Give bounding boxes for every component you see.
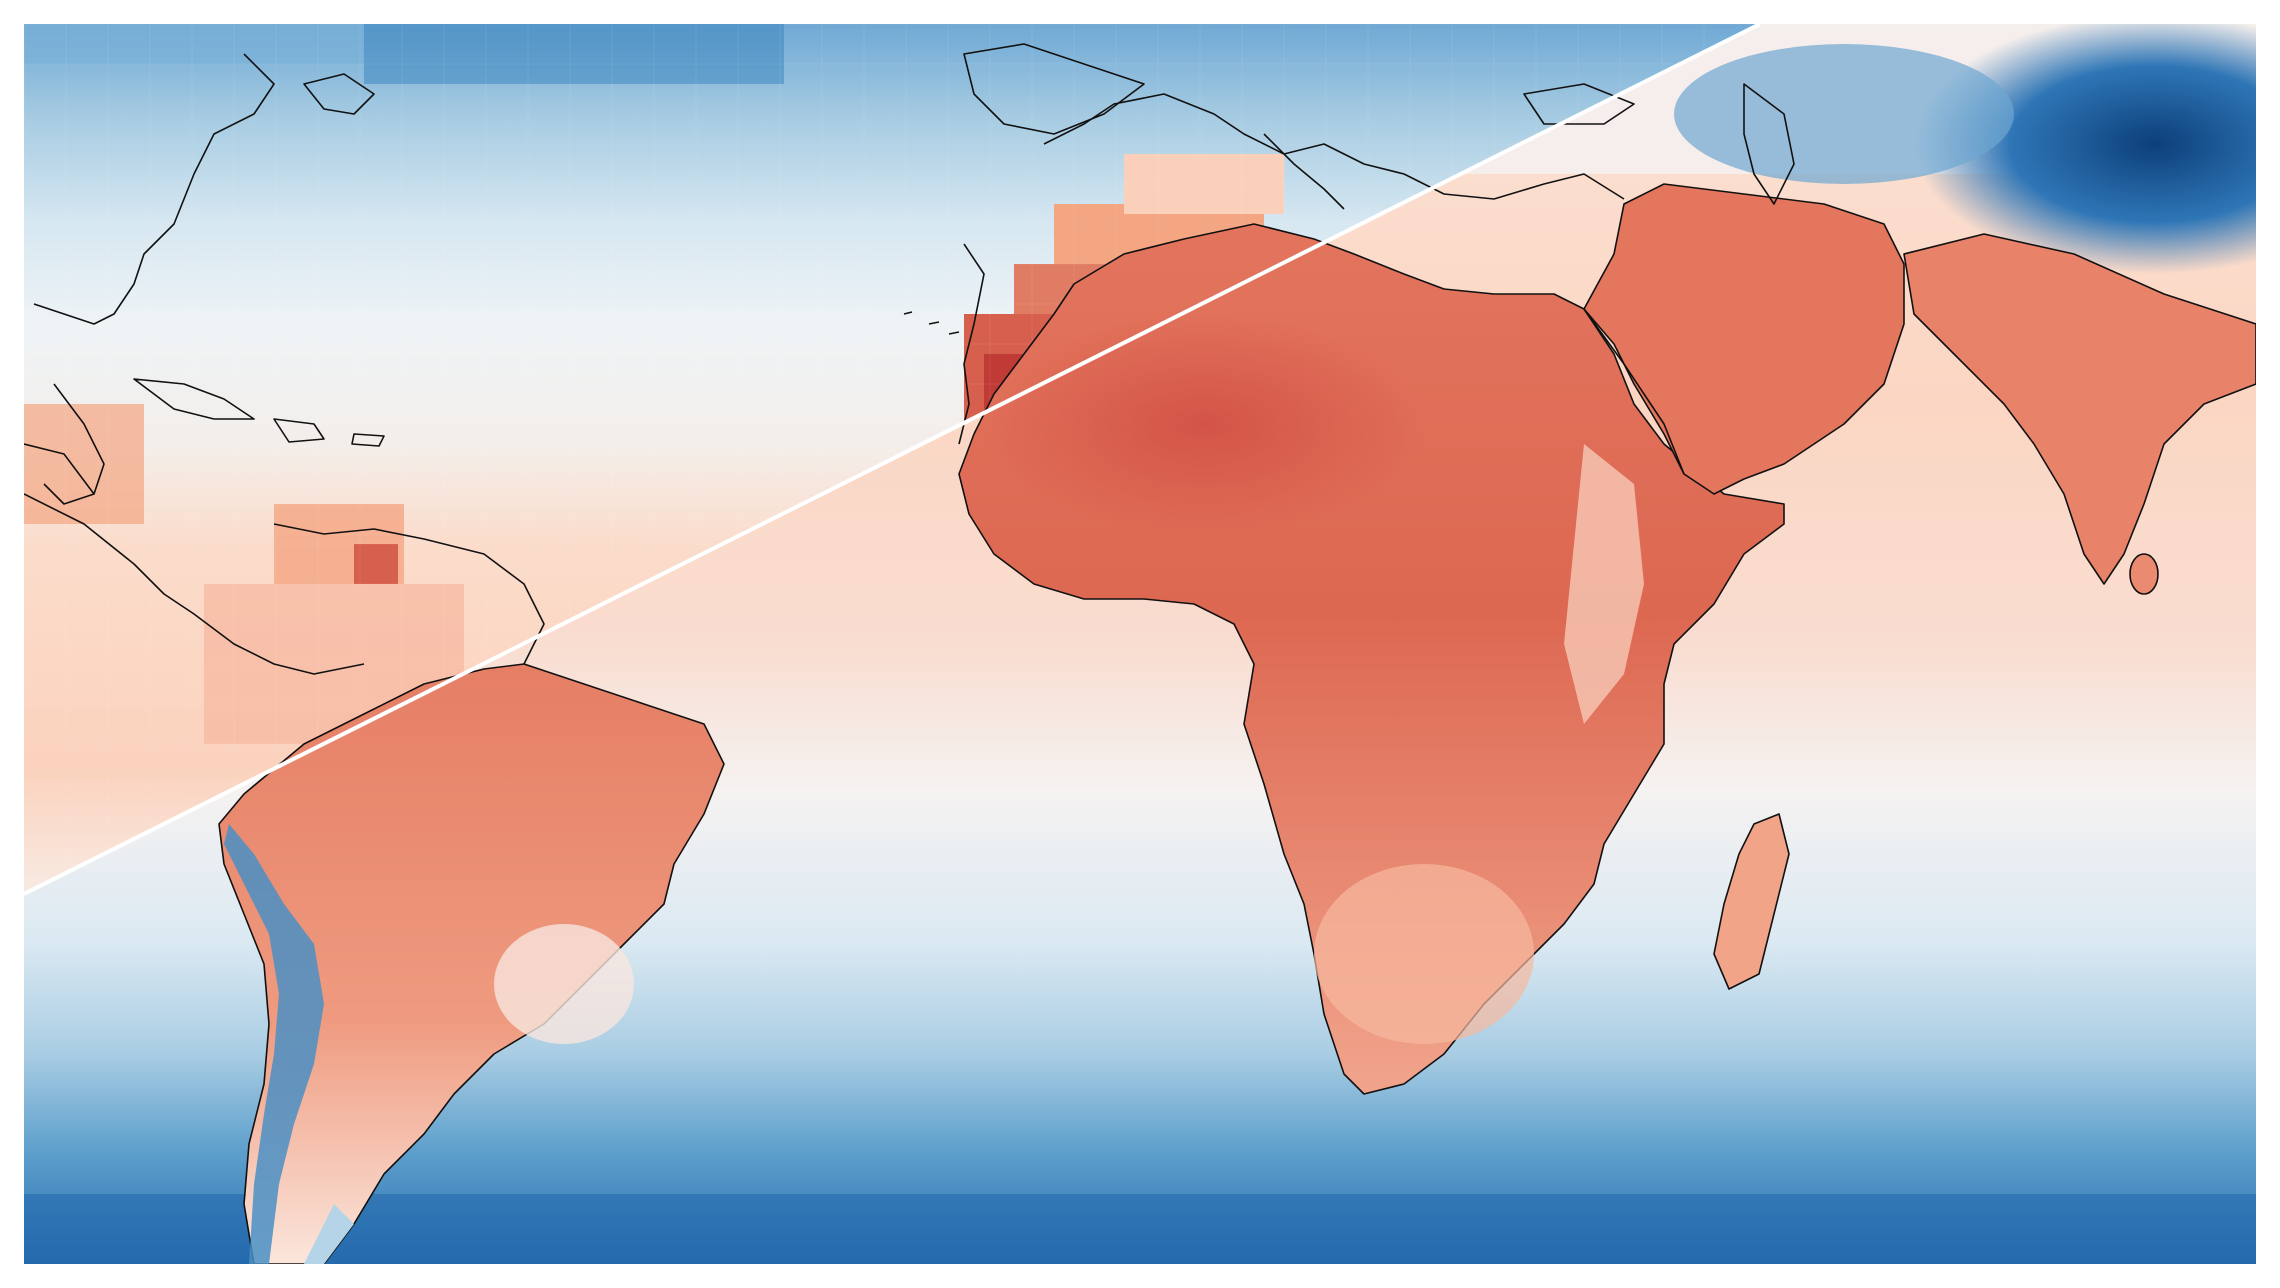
gulf-coast [24,443,95,495]
red-sea-coast [1583,308,1685,475]
greenland-coast [963,43,1145,135]
europe-coast [1043,93,1625,200]
central-america-coast [24,493,365,675]
north-america-coast [33,53,275,325]
map-frame [24,24,2256,1264]
west-africa-coast-coarse [958,243,985,445]
newfoundland-coast [303,73,375,115]
madagascar-land [1713,813,1790,990]
temperature-map [24,24,2256,1264]
caspian-coast [1743,83,1795,205]
florida-coast [43,383,105,505]
italy-coast [1263,133,1345,210]
venezuela-coast [273,523,545,665]
black-sea-coast [1523,83,1635,125]
arabia-land [1583,183,1905,495]
cuba-coast [133,378,255,420]
puerto-rico-coast [351,433,385,447]
india-land [1903,233,2256,585]
hispaniola-coast [273,418,325,443]
canary-islands [903,311,960,335]
continents [24,43,2256,1264]
resolution-split-line [24,24,1761,896]
south-america-land [218,663,725,1264]
